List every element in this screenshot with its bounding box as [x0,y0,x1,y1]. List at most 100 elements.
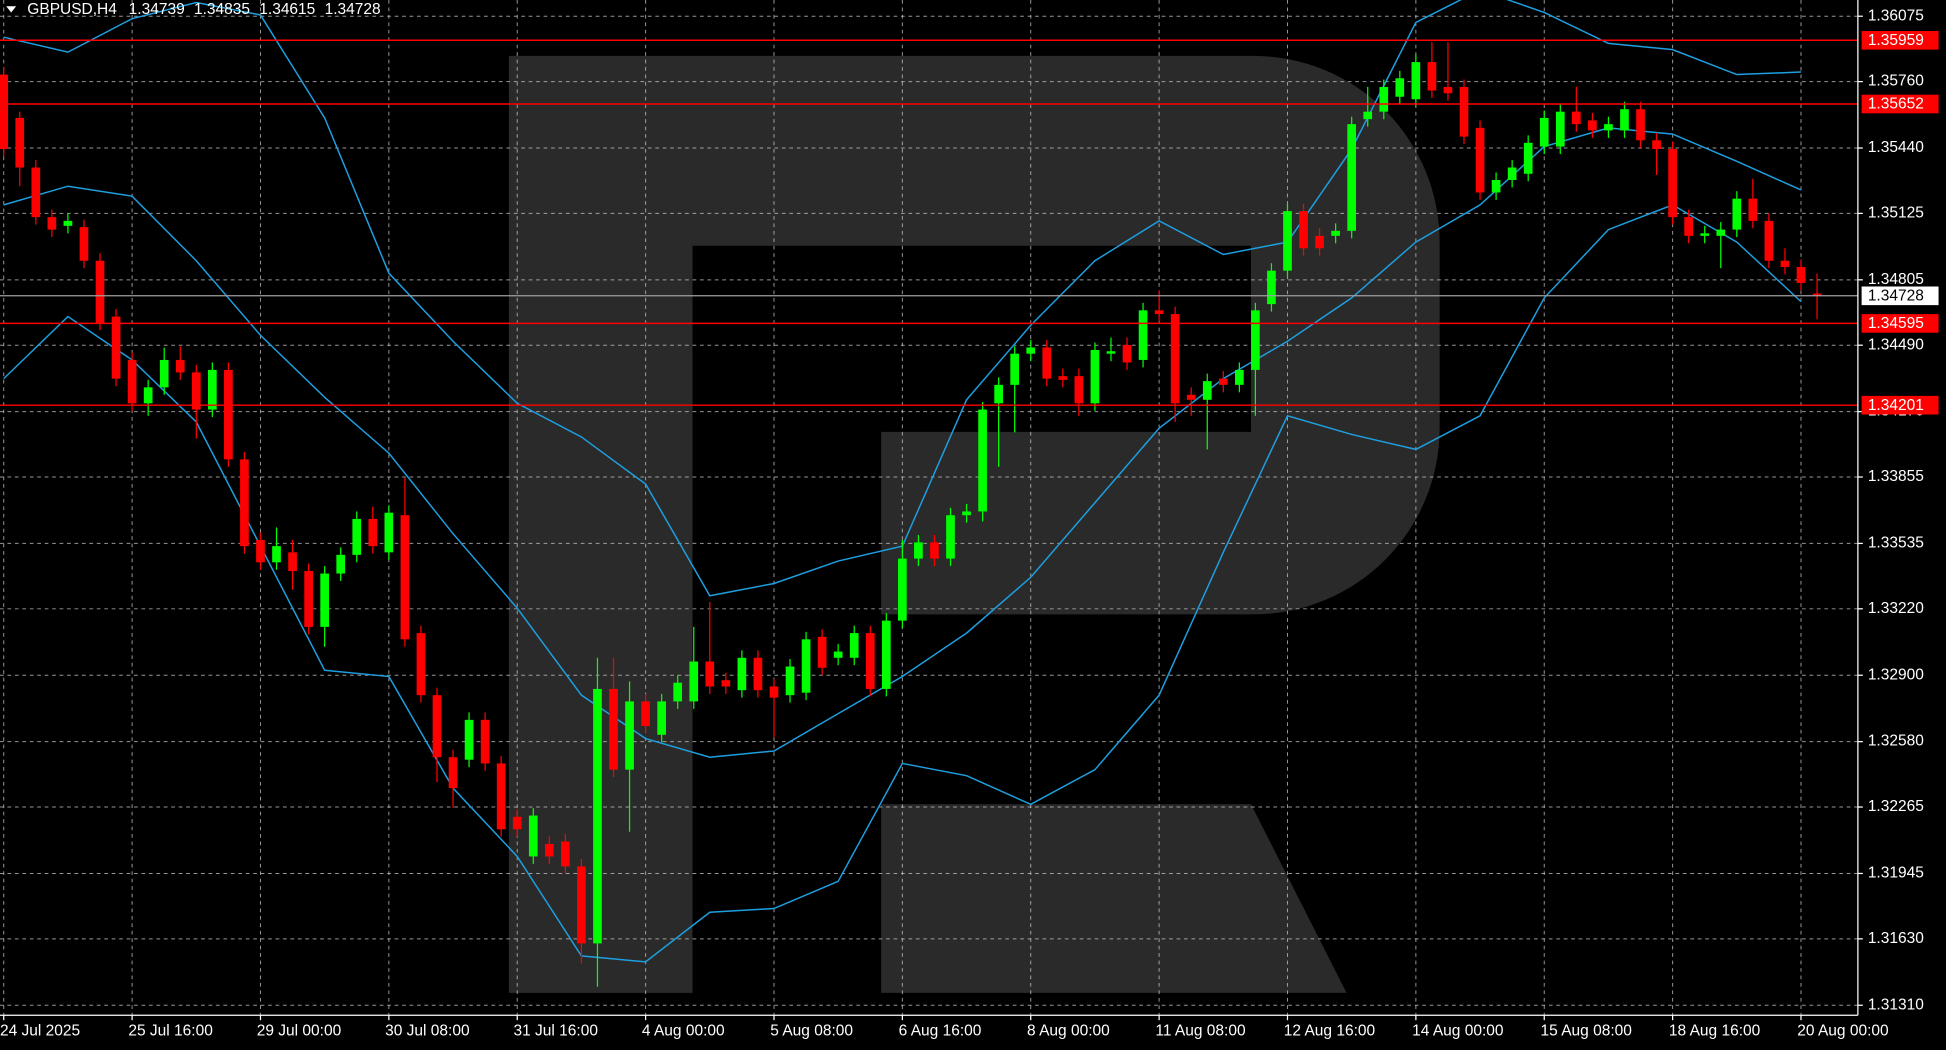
candle-body [143,387,153,404]
axes [0,0,1859,1016]
candle-body [1170,314,1180,404]
band-lower [3,204,1802,963]
candle-body [1283,211,1292,271]
candle-body [63,220,73,226]
candle-body [1555,111,1565,147]
candle-body [689,661,699,702]
watermark-logo [508,55,1440,993]
candle-body [1331,230,1340,236]
candle-body [400,515,410,640]
candle-body [737,657,747,691]
candle-body [561,841,570,867]
candle-body [1459,86,1469,137]
candle-body [432,695,442,758]
candle-body [962,511,971,516]
candle-body [721,680,731,687]
candle-body [641,701,650,727]
candle-body [368,518,378,547]
level-label-bg [1861,395,1939,415]
candle-body [1267,270,1276,305]
y-tick-label: 1.32900 [1868,666,1924,683]
x-tick-label: 30 Jul 08:00 [385,1022,470,1039]
y-tick-label: 1.36075 [1868,7,1924,24]
candle-body [207,369,217,410]
candle-body [1491,179,1501,193]
candle-body [496,763,506,830]
logo-leg [881,804,1347,993]
x-tick-label: 15 Aug 08:00 [1541,1022,1633,1039]
candle-body [352,518,362,555]
labels: 1.36075 1.35760 1.35440 1.35125 1.34805 1.344… [0,7,1939,1039]
y-tick-label: 1.31630 [1868,930,1924,947]
y-tick-label: 1.35760 [1868,73,1924,90]
last-low: 1.34615 [259,1,315,18]
candle-body [1523,142,1533,174]
header: GBPUSD,H4 1.34739 1.34835 1.34615 1.3472… [6,1,381,18]
header-text: GBPUSD,H4 1.34739 1.34835 1.34615 1.3472… [27,1,380,18]
candle-body [31,167,41,218]
y-tick-label: 1.34805 [1868,271,1924,288]
candle-body [1315,235,1324,249]
candle-body [1571,111,1581,125]
candle-body [1684,217,1694,236]
candle-body [544,843,554,857]
candle-body [288,552,297,572]
candle-body [240,459,249,547]
candle-body [95,260,105,323]
x-tick-label: 25 Jul 16:00 [128,1022,213,1039]
x-tick-label: 18 Aug 16:00 [1669,1022,1761,1039]
candle-body [416,633,426,696]
x-tick-label: 20 Aug 00:00 [1797,1022,1889,1039]
candle-body [1668,149,1677,218]
candle-body [1122,344,1132,363]
candle-body [175,359,185,373]
candle-body [512,816,522,830]
x-tick-label: 8 Aug 00:00 [1027,1022,1110,1039]
y-tick-label: 1.32265 [1868,798,1924,815]
candle-body [1042,347,1052,379]
candle-body [1186,394,1196,400]
candle-body [914,542,923,559]
candle-body [930,542,939,559]
candle-body [1010,353,1020,385]
candle-body [79,227,89,261]
candle-body [801,639,811,693]
candle-body [833,651,843,658]
y-tick-label: 1.35125 [1868,204,1924,221]
y-tick-label: 1.33855 [1868,468,1924,485]
x-tick-label: 6 Aug 16:00 [899,1022,982,1039]
candle-body [159,359,169,388]
x-tick-label: 24 Jul 2025 [0,1022,80,1039]
plot-area [0,0,1858,987]
candle-body [1074,376,1084,404]
x-tick-label: 12 Aug 16:00 [1284,1022,1376,1039]
candle-body [448,757,458,789]
candle-body [1475,127,1485,193]
candle-body [1138,310,1148,360]
candle-body [898,558,907,621]
candle-body [1812,293,1822,296]
level-label-bg [1861,94,1939,114]
candle-body [384,512,394,553]
candle-body [705,661,715,687]
candle-body [256,539,265,563]
candle-body [1218,378,1228,385]
candle-body [769,686,779,698]
candle-body [1539,117,1549,147]
candle-body [1395,78,1405,97]
last-high: 1.34835 [194,1,250,18]
candle-body [1652,140,1661,150]
x-tick-label: 29 Jul 00:00 [257,1022,342,1039]
candle-body [994,384,1003,404]
y-tick-label: 1.34490 [1868,336,1924,353]
y-tick-label: 1.33220 [1868,600,1924,617]
candle-body [1154,310,1164,315]
x-tick-label: 31 Jul 16:00 [514,1022,599,1039]
level-label: 1.35959 [1868,32,1924,49]
logo-bowl [692,55,1440,615]
x-tick-label: 4 Aug 00:00 [642,1022,725,1039]
last-open: 1.34739 [129,1,185,18]
candle-body [127,359,137,404]
candle-body [1700,233,1710,236]
